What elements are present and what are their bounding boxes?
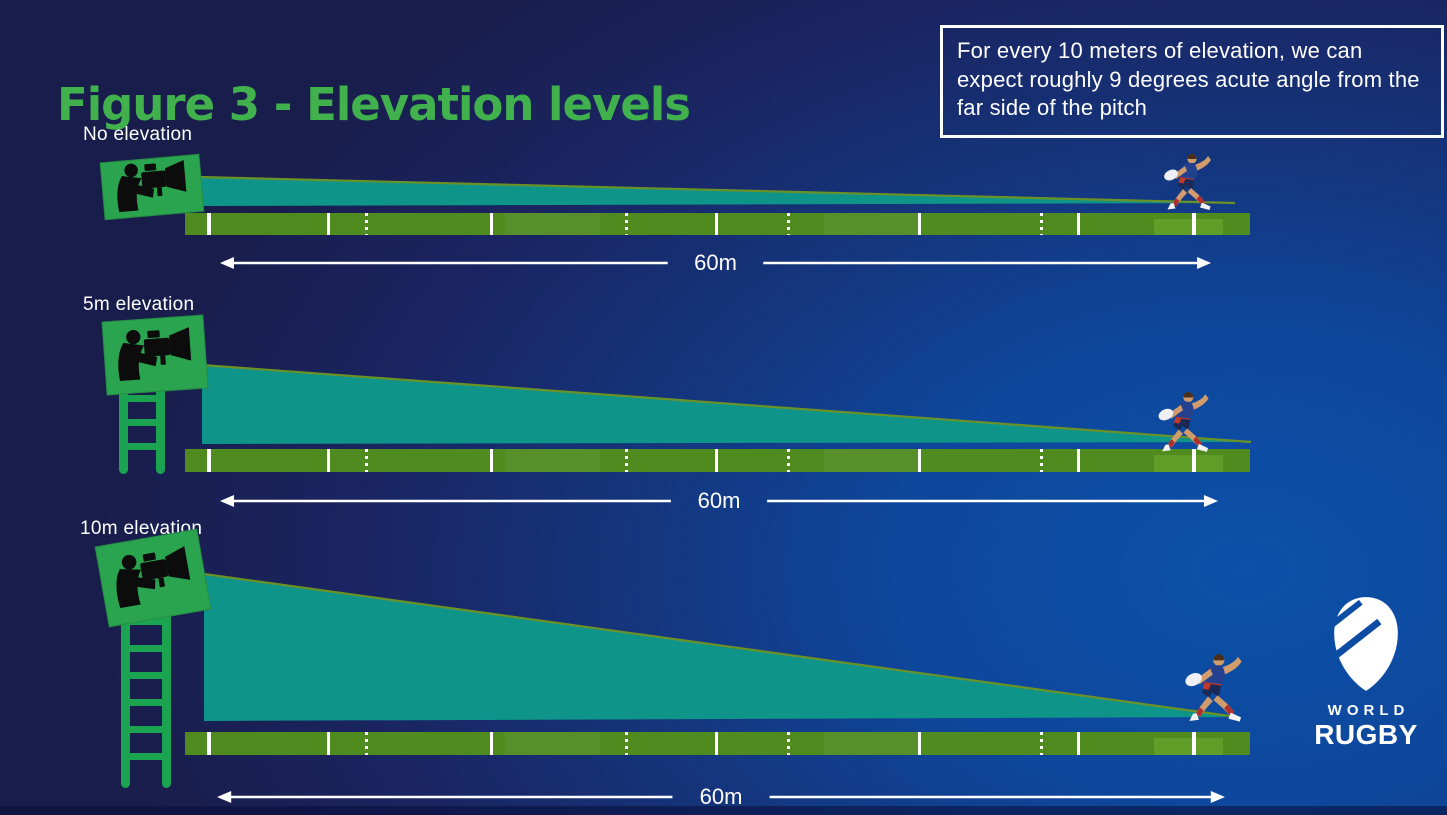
pitch-marking-dashed [1040,213,1044,235]
distance-label: 60m [699,784,743,809]
pitch-marking-solid [715,732,719,755]
pitch-marking-dashed [624,732,628,755]
elevation-label: No elevation [83,124,193,145]
info-callout-box: For every 10 meters of elevation, we can… [940,25,1444,138]
pitch-far-zone [1154,737,1224,755]
camera-platform [94,528,212,628]
camera-operator-icon [114,159,188,213]
pitch-marking-solid [917,449,921,472]
pitch-marking-solid [207,213,212,235]
pitch-marking-solid [489,732,493,755]
rugby-ball-icon [1323,594,1409,694]
pitch-marking-solid [489,449,493,472]
pitch-marking-solid [1077,732,1081,755]
page-title: Figure 3 - Elevation levels [57,78,691,132]
distance-arrow: 60m [218,488,1220,514]
pitch-marking-dashed [624,213,628,235]
pitch-marking-solid [715,213,719,235]
rugby-player-icon [1183,654,1242,722]
pitch-marking-solid [715,449,719,472]
camera-operator-icon [115,326,193,382]
distance-label: 60m [697,488,741,513]
sightline-wedge [204,572,1238,721]
pitch-marking-solid [326,732,330,755]
pitch-marking-solid [917,213,921,235]
pitch-marking-dashed [786,732,790,755]
pitch-marking-solid [489,213,493,235]
pitch-marking-solid [326,449,330,472]
logo-word-world: WORLD [1327,702,1410,719]
pitch-marking-dashed [786,213,790,235]
pitch-marking-dashed [786,449,790,472]
pitch-marking-solid [207,732,212,755]
pitch-far-zone [1154,454,1224,472]
rugby-player-icon [1162,153,1211,210]
pitch [185,213,1250,235]
sightline-wedge [200,175,1236,206]
distance-arrow: 60m [215,784,1227,810]
camera-operator-icon [110,545,194,609]
rugby-player-icon [1156,391,1209,452]
pitch-marking-dashed [624,449,628,472]
distance-label: 60m [694,250,737,275]
pitch-marking-dashed [364,213,368,235]
pitch-marking-solid [1192,449,1197,472]
distance-arrow: 60m [218,250,1213,276]
pitch-marking-solid [1077,213,1081,235]
pitch-marking-solid [1192,213,1197,235]
pitch-marking-dashed [364,732,368,755]
sightline-wedge [202,363,1252,444]
pitch [185,732,1250,755]
pitch-marking-solid [207,449,212,472]
camera-platform [99,153,205,221]
pitch-far-zone [1154,218,1224,235]
world-rugby-logo: WORLD RUGBY [1293,592,1439,751]
pitch-marking-solid [1192,732,1197,755]
camera-ladder [121,592,171,788]
pitch-marking-solid [917,732,921,755]
logo-word-rugby: RUGBY [1314,719,1418,750]
pitch-marking-dashed [1040,449,1044,472]
bottom-edge-band [0,806,1447,815]
camera-platform [101,314,209,396]
elevation-label: 5m elevation [83,294,195,315]
pitch [185,449,1250,472]
pitch-marking-dashed [1040,732,1044,755]
pitch-marking-solid [326,213,330,235]
pitch-marking-solid [1077,449,1081,472]
pitch-marking-dashed [364,449,368,472]
info-callout-text: For every 10 meters of elevation, we can… [957,38,1420,121]
